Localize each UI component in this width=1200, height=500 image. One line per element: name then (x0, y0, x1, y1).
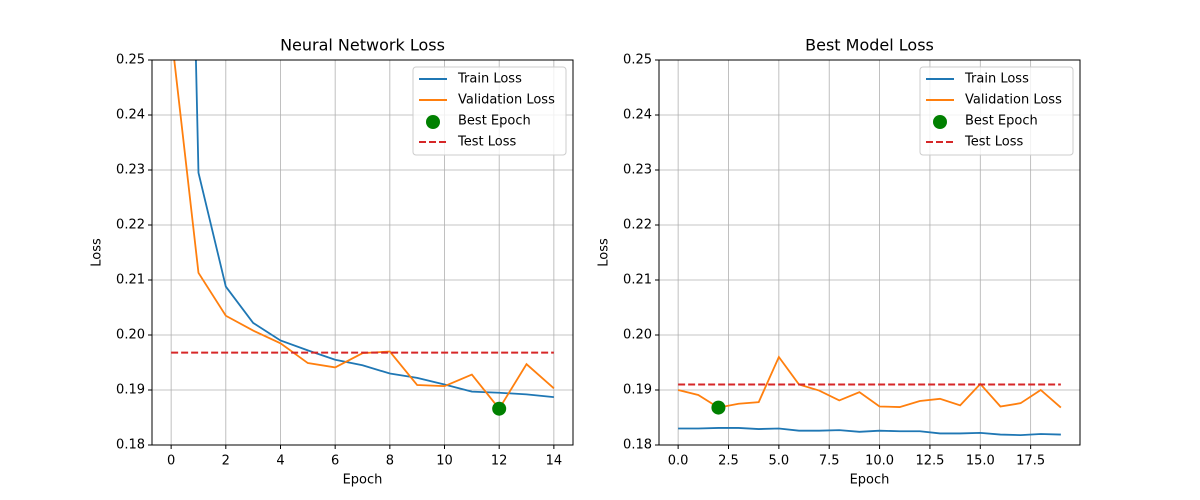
chart-panel: Neural Network Loss Epoch Loss 0 2 4 6 8 10 12 14 0… (90, 36, 574, 488)
x-tick-label: 10.0 (865, 454, 894, 469)
x-axis-label: Epoch (850, 473, 890, 488)
plot-area (171, 60, 555, 416)
y-tick-label: 0.25 (116, 53, 145, 68)
y-tick-label: 0.24 (623, 108, 652, 123)
legend-marker (933, 115, 947, 129)
x-tick-label: 6 (331, 454, 339, 469)
legend-label: Train Loss (457, 72, 522, 87)
y-axis-label: Loss (90, 238, 105, 267)
legend-label: Test Loss (964, 135, 1023, 150)
y-tick-label: 0.21 (116, 273, 145, 288)
legend-label: Best Epoch (965, 114, 1038, 129)
legend-label: Validation Loss (965, 93, 1062, 108)
x-tick-label: 7.5 (819, 454, 840, 469)
y-axis-label: Loss (597, 238, 612, 267)
y-tick-label: 0.18 (116, 438, 145, 453)
loss-line (677, 355, 1062, 409)
x-tick-label: 17.5 (1016, 454, 1045, 469)
x-tick-label: 2.5 (718, 454, 739, 469)
chart-panel: Best Model Loss Epoch Loss 0.0 2.5 5.0 7.5 10.0… (597, 36, 1081, 488)
plot-area (677, 355, 1062, 437)
axes-frame (658, 59, 1081, 446)
x-tick-label: 4 (276, 454, 284, 469)
y-tick-label: 0.23 (116, 163, 145, 178)
y-tick-label: 0.25 (623, 53, 652, 68)
loss-line (195, 60, 554, 399)
x-tick-label: 14 (546, 454, 563, 469)
y-tick-label: 0.23 (623, 163, 652, 178)
legend-label: Train Loss (964, 72, 1029, 87)
chart-title: Best Model Loss (805, 36, 934, 55)
x-axis-label: Epoch (343, 473, 383, 488)
y-tick-label: 0.22 (116, 218, 145, 233)
chart-title: Neural Network Loss (280, 36, 445, 55)
x-tick-label: 15.0 (966, 454, 995, 469)
best-epoch-marker (492, 401, 507, 416)
x-tick-label: 12 (491, 454, 508, 469)
legend-label: Test Loss (457, 135, 516, 150)
axes-frame (151, 59, 574, 446)
legend: Train Loss Validation Loss Best Epoch Test … (412, 66, 567, 156)
y-tick-label: 0.18 (623, 438, 652, 453)
x-tick-label: 2 (222, 454, 230, 469)
legend-box (412, 66, 567, 156)
x-tick-label: 5.0 (769, 454, 790, 469)
y-tick-label: 0.20 (623, 328, 652, 343)
x-tick-label: 0.0 (668, 454, 689, 469)
y-tick-label: 0.22 (623, 218, 652, 233)
x-tick-label: 8 (386, 454, 394, 469)
y-tick-label: 0.19 (623, 383, 652, 398)
x-tick-label: 0 (167, 454, 175, 469)
y-tick-label: 0.21 (623, 273, 652, 288)
x-tick-label: 12.5 (915, 454, 944, 469)
y-tick-label: 0.19 (116, 383, 145, 398)
loss-line (678, 427, 1061, 437)
legend-label: Best Epoch (458, 114, 531, 129)
y-tick-label: 0.24 (116, 108, 145, 123)
legend-label: Validation Loss (458, 93, 555, 108)
best-epoch-marker (711, 400, 726, 415)
legend: Train Loss Validation Loss Best Epoch Test … (919, 66, 1074, 156)
y-tick-label: 0.20 (116, 328, 145, 343)
legend-marker (426, 115, 440, 129)
legend-box (919, 66, 1074, 156)
x-tick-label: 10 (436, 454, 453, 469)
